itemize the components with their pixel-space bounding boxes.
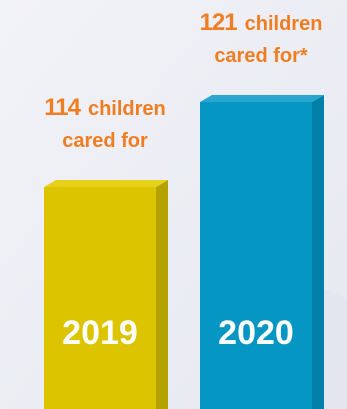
value-number-2019: 114: [44, 94, 81, 121]
bar-side-2020: [312, 95, 324, 409]
value-caption-2019: cared for: [62, 130, 148, 152]
bar-side-2019: [156, 180, 168, 409]
value-word-2019: children: [88, 98, 166, 120]
value-word-2020: children: [245, 13, 323, 35]
bar-category-label-2019: 2019: [62, 314, 138, 352]
bar-group-2020: 2020 121 children cared for*: [200, 9, 324, 409]
bar-2019: [44, 187, 156, 409]
value-label-2019: 114 children: [44, 94, 166, 121]
bar-2020: [200, 102, 312, 409]
bar-group-2019: 2019 114 children cared for: [44, 94, 168, 409]
value-number-2020: 121: [200, 9, 238, 36]
bar-top-2020: [200, 95, 324, 102]
bar-category-label-2020: 2020: [218, 314, 294, 352]
bar-top-2019: [44, 180, 168, 187]
value-caption-2020: cared for*: [214, 45, 308, 67]
value-label-2020: 121 children: [200, 9, 323, 36]
bars-layer: 2019 114 children cared for 2020 121 children c…: [44, 9, 324, 409]
